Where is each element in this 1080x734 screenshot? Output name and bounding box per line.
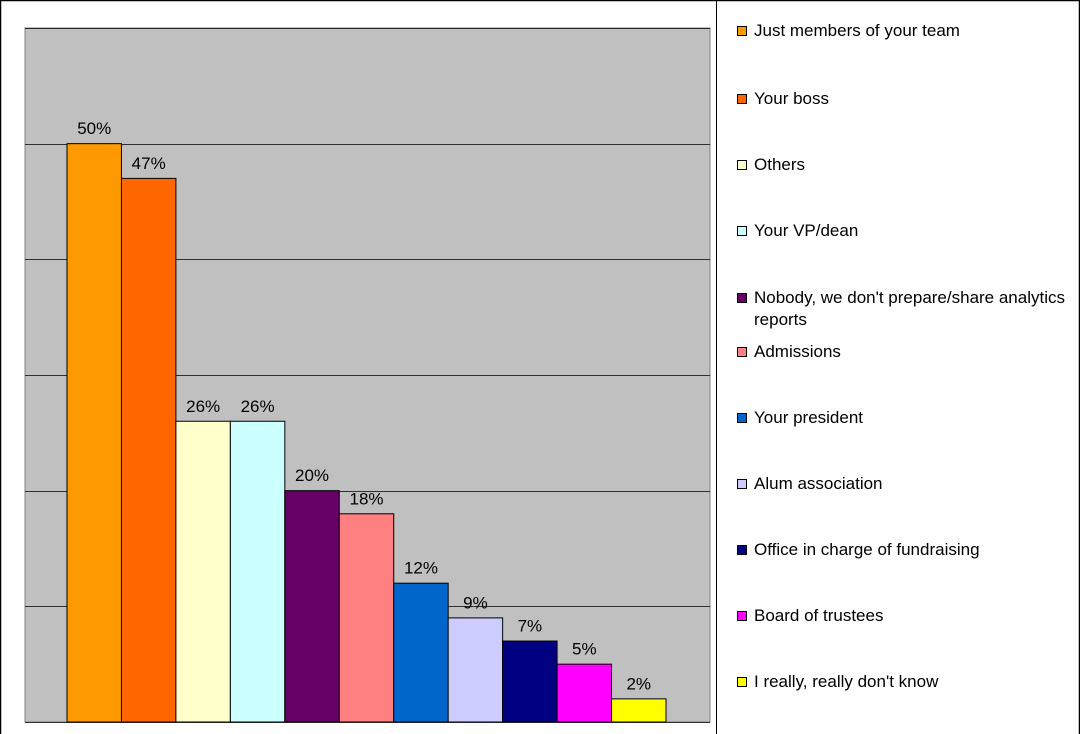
data-label: 18% xyxy=(349,489,383,508)
legend-entry: Office in charge of fundraising xyxy=(737,539,1077,561)
legend-swatch xyxy=(737,26,747,36)
legend-label: Your VP/dean xyxy=(754,221,859,240)
legend-entry: Just members of your team xyxy=(737,20,1077,42)
legend-entry: Admissions xyxy=(737,341,1077,363)
legend-swatch xyxy=(737,226,747,236)
legend-label: I really, really don't know xyxy=(754,672,939,691)
legend-label: Board of trustees xyxy=(754,606,884,625)
data-label: 47% xyxy=(132,154,166,173)
legend-entry: Your boss xyxy=(737,88,1077,110)
legend-swatch xyxy=(737,611,747,621)
legend-entry: Others xyxy=(737,154,1077,176)
legend-entry: Your president xyxy=(737,407,1077,429)
legend-swatch xyxy=(737,479,747,489)
data-label: 9% xyxy=(463,593,488,612)
legend-entry: Your VP/dean xyxy=(737,220,1077,242)
legend-label: Your president xyxy=(754,408,864,427)
legend-swatch xyxy=(737,160,747,170)
legend-swatch xyxy=(737,545,747,555)
bar xyxy=(284,490,340,723)
bar xyxy=(66,143,122,723)
legend-entry: Board of trustees xyxy=(737,605,1077,627)
legend-swatch xyxy=(737,677,747,687)
legend-label: Your boss xyxy=(754,89,829,108)
bar xyxy=(502,640,558,723)
bar xyxy=(556,663,613,723)
data-label: 2% xyxy=(626,674,651,693)
legend-swatch xyxy=(737,413,747,423)
bar xyxy=(175,420,231,723)
legend-label: Nobody, we don't prepare/share analytics… xyxy=(754,288,1065,329)
data-label: 26% xyxy=(186,397,220,416)
bar xyxy=(120,177,177,723)
data-label: 12% xyxy=(404,559,438,578)
legend-label: Alum association xyxy=(754,474,883,493)
legend-label: Others xyxy=(754,155,806,174)
data-label: 50% xyxy=(77,119,111,138)
legend-swatch xyxy=(737,347,747,357)
bar xyxy=(338,513,395,723)
legend-swatch xyxy=(737,293,747,303)
legend-swatch xyxy=(737,94,747,104)
legend-entry: Nobody, we don't prepare/share analytics… xyxy=(737,287,1077,331)
data-label: 7% xyxy=(518,617,543,636)
data-label: 20% xyxy=(295,466,329,485)
legend-label: Admissions xyxy=(754,342,841,361)
bar xyxy=(229,420,286,723)
bar xyxy=(447,617,504,723)
legend-label: Office in charge of fundraising xyxy=(754,540,980,559)
legend-entry: Alum association xyxy=(737,473,1077,495)
bar xyxy=(393,582,449,723)
data-label: 5% xyxy=(572,640,597,659)
data-label: 26% xyxy=(241,397,275,416)
bar xyxy=(611,698,667,723)
legend-label: Just members of your team xyxy=(754,21,960,40)
legend-entry: I really, really don't know xyxy=(737,671,1077,693)
